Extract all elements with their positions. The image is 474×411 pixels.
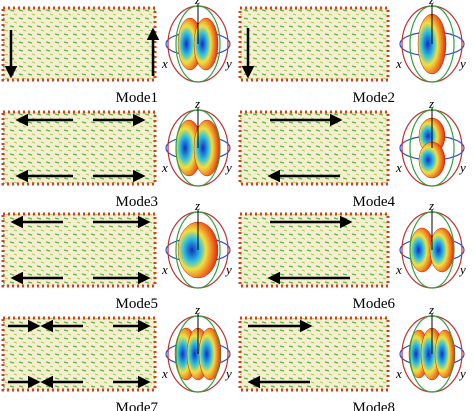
current-vectors (240, 318, 388, 390)
pattern-lobe (429, 227, 455, 273)
axis-label: x (395, 262, 402, 277)
mode-panel: z x y Mode2 (238, 0, 466, 106)
axis-label: y (458, 56, 466, 71)
current-vectors (3, 112, 155, 184)
axis-label: z (194, 198, 200, 213)
axis-label: z (194, 302, 200, 317)
axis-label: x (161, 160, 168, 175)
mode-label: Mode5 (116, 296, 159, 312)
axis-label: y (224, 366, 232, 381)
mode-panel: z x y Mode8 (238, 302, 466, 411)
mode-panel: z x y Mode3 (1, 96, 232, 210)
mode-panel: z x y Mode7 (1, 302, 232, 411)
edge-current (1, 6, 157, 82)
axis-label: x (161, 262, 168, 277)
axis-label: y (458, 262, 466, 277)
axis-label: y (224, 262, 232, 277)
mode-label: Mode8 (353, 400, 396, 411)
mode-label: Mode1 (116, 90, 159, 106)
pattern-lobe (193, 17, 219, 71)
current-vectors (240, 214, 388, 286)
current-vectors (240, 8, 388, 80)
mode-label: Mode3 (116, 194, 159, 210)
current-vectors (3, 8, 155, 80)
mode-label: Mode2 (353, 90, 396, 106)
axis-label: z (428, 302, 434, 317)
current-vectors (240, 112, 388, 184)
edge-current (1, 110, 157, 186)
axis-label: z (428, 96, 434, 111)
edge-current (1, 316, 157, 392)
axis-label: y (224, 56, 232, 71)
current-vectors (3, 318, 155, 390)
current-vectors (3, 214, 155, 286)
mode-label: Mode6 (353, 296, 396, 312)
axis-label: z (194, 0, 200, 7)
mode-label: Mode7 (116, 400, 159, 411)
axis-label: x (161, 366, 168, 381)
edge-current (1, 212, 157, 288)
pattern-lobe (434, 329, 456, 379)
axis-label: x (395, 56, 402, 71)
axis-label: y (224, 160, 232, 175)
axis-label: z (428, 198, 434, 213)
axis-label: z (194, 96, 200, 111)
axis-label: x (395, 160, 402, 175)
mode-panel: z x y Mode1 (1, 0, 232, 106)
axis-label: x (395, 366, 402, 381)
axis-label: x (161, 56, 168, 71)
mode-label: Mode4 (353, 194, 396, 210)
axis-label: y (458, 160, 466, 175)
axis-label: z (428, 0, 434, 7)
mode-panel: z x y Mode4 (238, 96, 466, 210)
mode-panel: z x y Mode6 (238, 198, 466, 312)
mode-panel: z x y Mode5 (1, 198, 232, 312)
axis-label: y (458, 366, 466, 381)
pattern-lobe (198, 327, 222, 381)
